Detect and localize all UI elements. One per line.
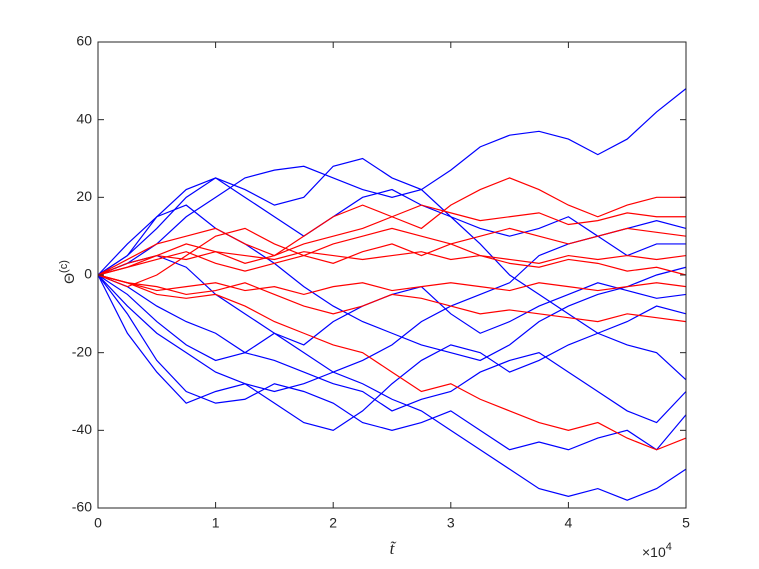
x-tick-label: 2: [329, 515, 337, 531]
trajectory: [97, 251, 687, 276]
trajectory: [97, 227, 687, 288]
y-tick-label: -40: [72, 421, 92, 437]
plot-border: [97, 41, 687, 509]
x-tick-label: 1: [212, 515, 220, 531]
y-tick-label: 20: [76, 188, 92, 204]
y-label-base: Θ: [61, 273, 77, 284]
trajectory: [97, 274, 687, 451]
x-tick-label: 5: [682, 515, 690, 531]
x-exponent: ×104: [642, 541, 672, 560]
x-tick-label: 4: [565, 515, 573, 531]
x-tick-label: 0: [94, 515, 102, 531]
trajectory: [97, 204, 686, 276]
y-tick-label: 60: [76, 33, 92, 49]
trajectory: [97, 274, 687, 501]
trajectory: [97, 274, 687, 431]
x-tick-label: 3: [447, 515, 455, 531]
y-tick-label: -20: [72, 343, 92, 359]
trajectory: [97, 274, 687, 424]
x-axis-label: t̃: [390, 539, 397, 558]
y-tick-label: 40: [76, 110, 92, 126]
trajectory: [97, 88, 687, 276]
trajectory: [97, 274, 687, 296]
trajectory: [97, 274, 687, 323]
trajectory: [97, 274, 687, 451]
trajectory: [97, 157, 687, 381]
trajectory: [97, 204, 687, 362]
y-tick-label: -60: [72, 499, 92, 515]
y-label-superscript: (c): [58, 260, 70, 273]
x-exponent-superscript: 4: [666, 541, 672, 553]
y-axis-label: Θ(c): [58, 260, 77, 284]
trajectory: [97, 177, 687, 276]
trajectory: [97, 227, 687, 276]
y-tick-label: 0: [84, 266, 92, 282]
x-exponent-base: ×10: [642, 544, 666, 560]
